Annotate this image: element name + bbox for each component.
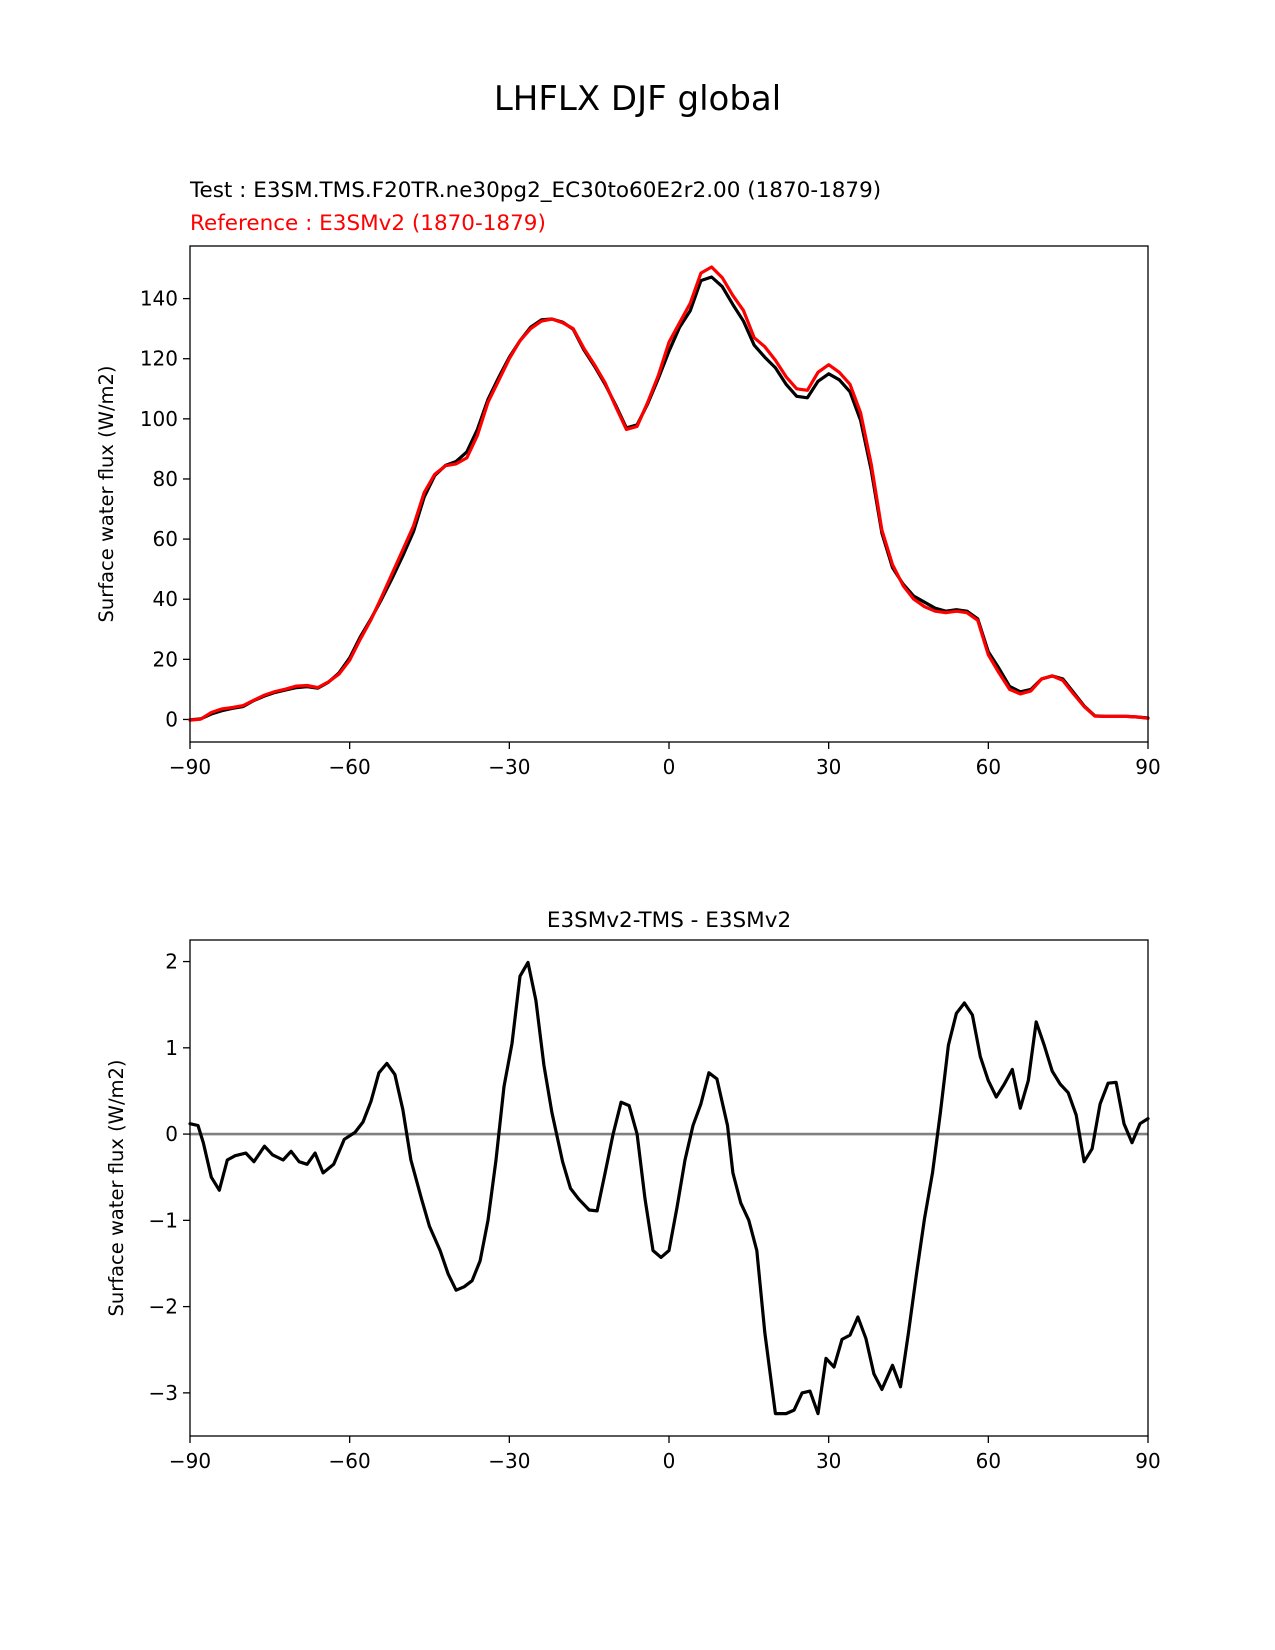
bottom-ytick-label: −3 <box>149 1381 178 1405</box>
top-xtick-label: −90 <box>169 755 211 779</box>
bottom-xtick-label: 60 <box>976 1449 1001 1473</box>
top-ytick-label: 40 <box>153 587 178 611</box>
bottom-ylabel: Surface water flux (W/m2) <box>105 1059 128 1316</box>
top-plot-frame <box>189 245 1149 743</box>
bottom-series <box>188 960 1150 1416</box>
top-xtick-label: 60 <box>976 755 1001 779</box>
top-ytick-label: 120 <box>140 347 178 371</box>
bottom-xtick-label: −60 <box>329 1449 371 1473</box>
top-xtick-label: −60 <box>329 755 371 779</box>
bottom-ticks: −90 −60 −30 0 30 60 90 −3 −2 −1 0 1 2 <box>149 950 1161 1473</box>
top-ytick-label: 80 <box>153 467 178 491</box>
top-ytick-label: 100 <box>140 407 178 431</box>
bottom-ytick-label: −1 <box>149 1208 178 1232</box>
figure-title: LHFLX DJF global <box>494 79 781 119</box>
series-reference-line <box>188 265 1150 722</box>
top-xtick-label: 0 <box>663 755 676 779</box>
top-xtick-label: −30 <box>488 755 530 779</box>
difference-title: E3SMv2-TMS - E3SMv2 <box>547 908 791 933</box>
top-ylabel: Surface water flux (W/m2) <box>95 365 118 622</box>
top-ytick-label: 0 <box>165 707 178 731</box>
bottom-xtick-label: −30 <box>488 1449 530 1473</box>
reference-label: Reference : E3SMv2 (1870-1879) <box>190 211 546 236</box>
top-ytick-label: 20 <box>153 647 178 671</box>
series-difference-line <box>188 960 1150 1416</box>
top-series <box>188 265 1150 722</box>
test-label: Test : E3SM.TMS.F20TR.ne30pg2_EC30to60E2… <box>189 178 881 203</box>
bottom-xtick-label: 90 <box>1135 1449 1160 1473</box>
top-xtick-label: 30 <box>816 755 841 779</box>
bottom-xtick-label: 0 <box>663 1449 676 1473</box>
top-ticks: −90 −60 −30 0 30 60 90 0 20 40 60 80 100 120 140 <box>140 287 1161 779</box>
bottom-plot-frame <box>189 939 1149 1437</box>
bottom-ytick-label: −2 <box>149 1295 178 1319</box>
bottom-ytick-label: 1 <box>165 1036 178 1060</box>
bottom-panel: E3SMv2-TMS - E3SMv2 −90 −60 −30 0 30 60 90 −3 −2… <box>105 908 1161 1473</box>
top-ytick-label: 60 <box>153 527 178 551</box>
bottom-xtick-label: −90 <box>169 1449 211 1473</box>
bottom-ytick-label: 0 <box>165 1122 178 1146</box>
top-xtick-label: 90 <box>1135 755 1160 779</box>
top-panel: Test : E3SM.TMS.F20TR.ne30pg2_EC30to60E2… <box>95 178 1161 779</box>
top-ytick-label: 140 <box>140 287 178 311</box>
bottom-xtick-label: 30 <box>816 1449 841 1473</box>
bottom-ytick-label: 2 <box>165 950 178 974</box>
